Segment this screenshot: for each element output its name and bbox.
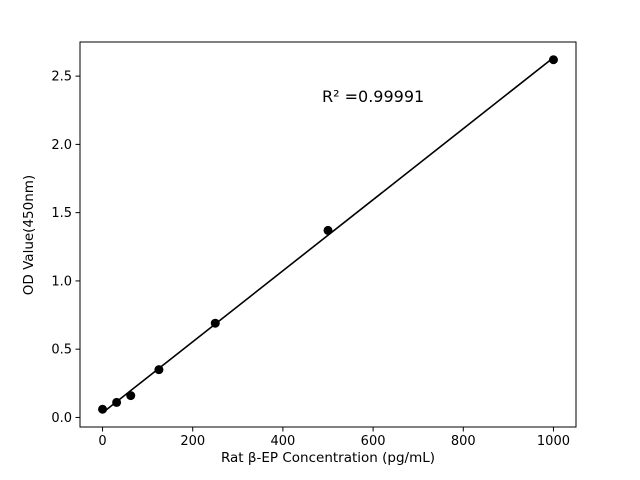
axis-ticks: 0 200 400 600 800 1000 0.0 0.5 1.0 1.5 2.0 2.5 bbox=[51, 70, 570, 449]
x-tick-label: 400 bbox=[270, 434, 295, 449]
data-series bbox=[98, 55, 558, 414]
x-tick-label: 0 bbox=[98, 434, 106, 449]
data-point bbox=[98, 404, 108, 414]
y-tick-label: 2.0 bbox=[51, 138, 72, 153]
x-tick-label: 800 bbox=[451, 434, 476, 449]
y-tick-label: 0.0 bbox=[51, 411, 72, 426]
y-axis-label: OD Value(450nm) bbox=[21, 175, 37, 295]
x-tick-label: 600 bbox=[361, 434, 386, 449]
x-tick-label: 1000 bbox=[537, 434, 570, 449]
data-point bbox=[112, 397, 122, 407]
y-tick-label: 1.5 bbox=[51, 206, 72, 221]
x-axis-label: Rat β-EP Concentration (pg/mL) bbox=[221, 450, 435, 466]
data-point bbox=[154, 365, 164, 375]
data-point bbox=[126, 391, 136, 401]
data-point bbox=[210, 318, 220, 328]
r-squared-annotation: R² =0.99991 bbox=[322, 87, 424, 106]
y-tick-label: 2.5 bbox=[51, 70, 72, 85]
data-point bbox=[548, 55, 558, 65]
x-tick-label: 200 bbox=[180, 434, 205, 449]
fit-line bbox=[102, 57, 554, 414]
y-tick-label: 0.5 bbox=[51, 343, 72, 358]
data-point bbox=[323, 225, 333, 235]
y-tick-label: 1.0 bbox=[51, 274, 72, 289]
